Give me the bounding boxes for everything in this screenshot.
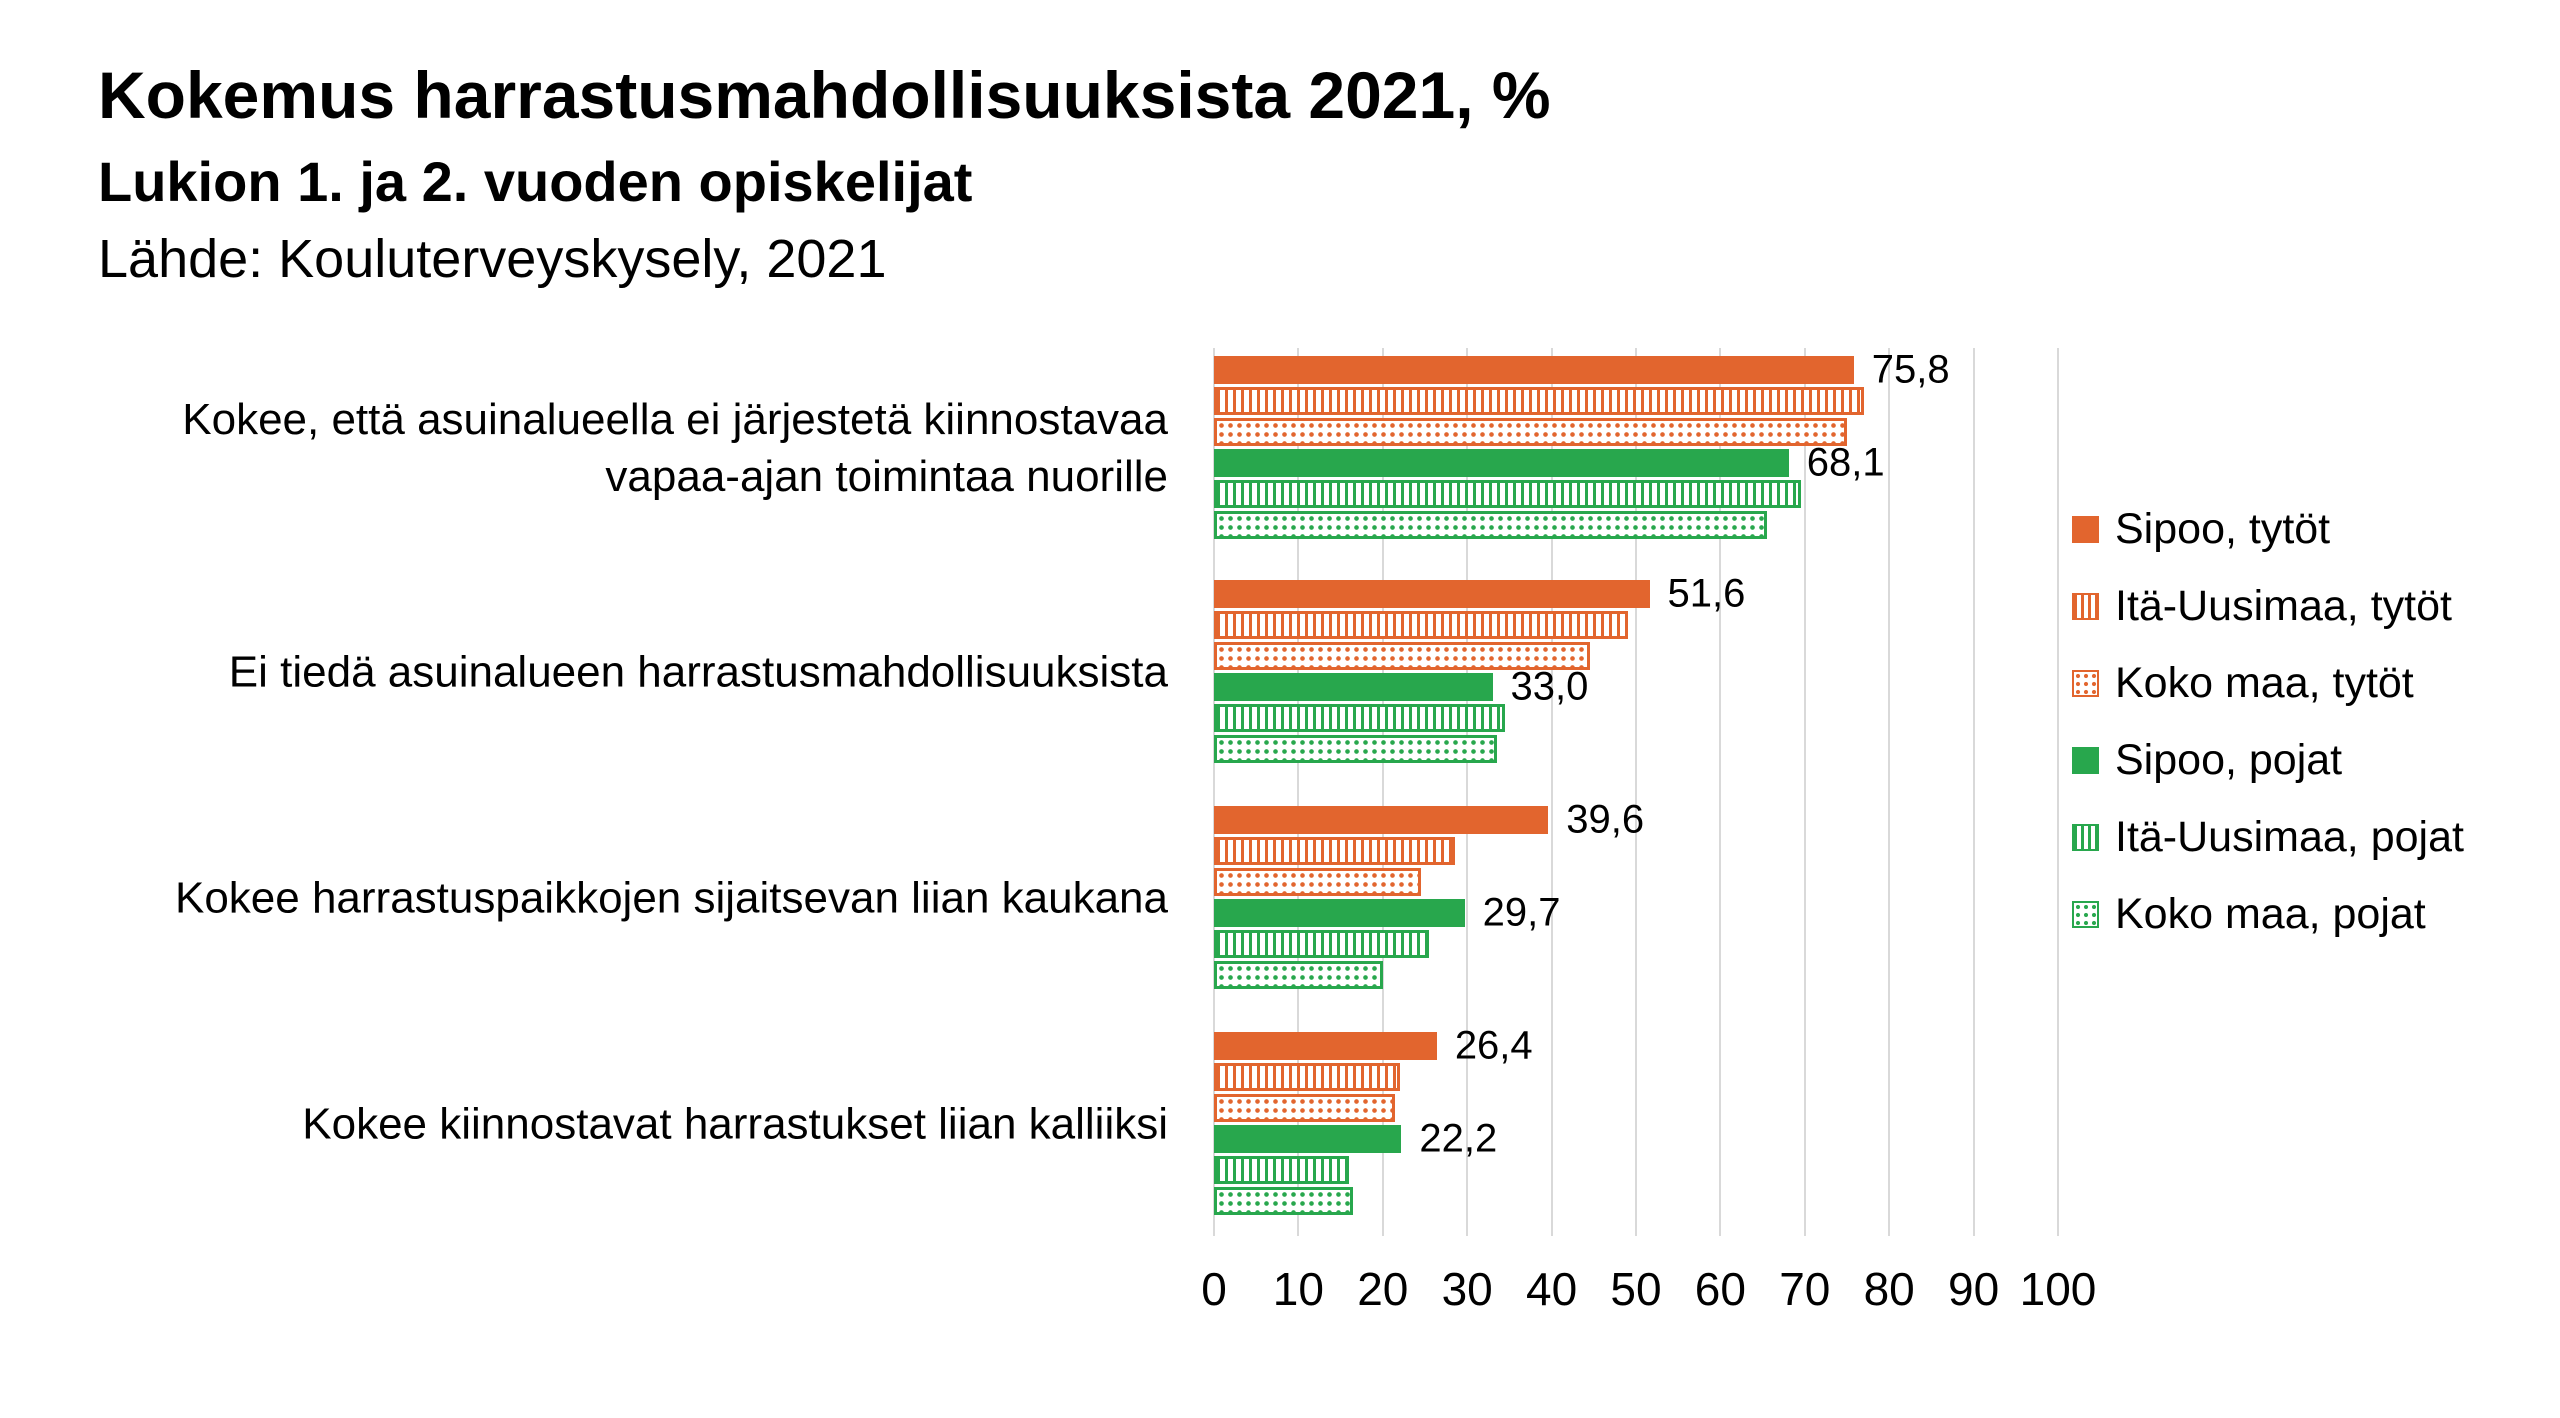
- legend-item: Sipoo, pojat: [2072, 736, 2464, 785]
- legend-label: Sipoo, tytöt: [2115, 505, 2331, 553]
- chart-source: Lähde: Kouluterveyskysely, 2021: [98, 229, 887, 290]
- data-label: 29,7: [1482, 890, 1561, 935]
- x-tick-label: 100: [2019, 1263, 2097, 1315]
- x-tick-label: 0: [1201, 1263, 1227, 1315]
- bar-solid: [1214, 356, 1854, 384]
- gridline: [1466, 348, 1469, 1236]
- gridline: [1213, 348, 1215, 1236]
- category-axis: Kokee, että asuinalueella ei järjestetä …: [70, 348, 1168, 1238]
- legend-item: Koko maa, tytöt: [2072, 659, 2464, 708]
- bar-solid: [1214, 1032, 1437, 1060]
- x-tick-label: 20: [1357, 1263, 1409, 1315]
- bar-solid: [1214, 449, 1789, 477]
- bar-striped: [1214, 611, 1628, 639]
- x-tick-label: 80: [1863, 1263, 1915, 1315]
- x-tick-label: 40: [1526, 1263, 1578, 1315]
- gridline: [1297, 348, 1300, 1236]
- bar-solid: [1214, 580, 1650, 608]
- legend-swatch-dotted: [2072, 901, 2099, 928]
- legend-swatch-striped: [2072, 593, 2099, 620]
- bar-dotted: [1214, 418, 1847, 446]
- legend-swatch-solid: [2072, 516, 2099, 543]
- bar-dotted: [1214, 868, 1421, 896]
- x-tick-label: 10: [1272, 1263, 1324, 1315]
- legend-item: Sipoo, tytöt: [2072, 505, 2464, 554]
- legend-label: Itä-Uusimaa, pojat: [2115, 813, 2464, 861]
- bar-solid: [1214, 673, 1493, 701]
- x-tick-label: 90: [1948, 1263, 2000, 1315]
- data-label: 22,2: [1419, 1116, 1498, 1161]
- bar-dotted: [1214, 961, 1383, 989]
- bar-dotted: [1214, 642, 1590, 670]
- bar-striped: [1214, 1063, 1400, 1091]
- bar-solid: [1214, 899, 1465, 927]
- gridline: [1635, 348, 1637, 1236]
- category-label: Kokee harrastuspaikkojen sijaitsevan lii…: [174, 872, 1168, 922]
- bar-dotted: [1214, 735, 1497, 763]
- gridline: [1719, 348, 1722, 1236]
- bar-dotted: [1214, 1187, 1354, 1215]
- legend-swatch-dotted: [2072, 670, 2099, 697]
- data-label: 26,4: [1454, 1023, 1533, 1068]
- legend-label: Koko maa, pojat: [2115, 890, 2426, 938]
- bar-striped: [1214, 930, 1430, 958]
- x-tick-label: 60: [1694, 1263, 1746, 1315]
- bar-solid: [1214, 806, 1549, 834]
- bar-solid: [1214, 1125, 1402, 1153]
- legend-item: Itä-Uusimaa, tytöt: [2072, 582, 2464, 631]
- plot-area: 75,8 68,1 51,6 33,0 39,6 29,7 26,4 22,2: [1213, 347, 2059, 1236]
- bar-striped: [1214, 480, 1801, 508]
- legend-label: Koko maa, tytöt: [2115, 659, 2414, 707]
- bar-striped: [1214, 837, 1455, 865]
- data-label: 68,1: [1806, 440, 1885, 485]
- legend-item: Itä-Uusimaa, pojat: [2072, 813, 2464, 862]
- bar-dotted: [1214, 511, 1767, 539]
- legend-swatch-striped: [2072, 824, 2099, 851]
- category-label: Kokee, että asuinalueella ei järjestetä …: [182, 394, 1168, 501]
- gridline: [1888, 348, 1891, 1236]
- bar-striped: [1214, 387, 1864, 415]
- gridline: [1803, 348, 1806, 1236]
- bar-dotted: [1214, 1094, 1396, 1122]
- chart-subtitle: Lukion 1. ja 2. vuoden opiskelijat: [98, 149, 973, 213]
- gridline: [1381, 348, 1384, 1236]
- legend-label: Sipoo, pojat: [2115, 736, 2343, 784]
- category-label: Kokee kiinnostavat harrastukset liian ka…: [302, 1098, 1168, 1148]
- chart-title: Kokemus harrastusmahdollisuuksista 2021,…: [98, 58, 1551, 132]
- data-label: 33,0: [1510, 664, 1589, 709]
- legend-item: Koko maa, pojat: [2072, 890, 2464, 939]
- gridline: [2057, 348, 2059, 1236]
- x-axis: 0 10 20 30 40 50 60 70 80 90 100: [1201, 1262, 2096, 1322]
- chart-header: Kokemus harrastusmahdollisuuksista 2021,…: [98, 58, 1551, 290]
- bar-striped: [1214, 1156, 1350, 1184]
- gridline: [1550, 348, 1553, 1236]
- data-label: 51,6: [1667, 571, 1746, 616]
- x-tick-label: 70: [1779, 1263, 1831, 1315]
- legend-label: Itä-Uusimaa, tytöt: [2115, 582, 2452, 630]
- legend-swatch-solid: [2072, 747, 2099, 774]
- data-label: 75,8: [1871, 347, 1950, 392]
- bar-striped: [1214, 704, 1506, 732]
- category-label: Ei tiedä asuinalueen harrastusmahdollisu…: [228, 646, 1168, 696]
- x-tick-label: 50: [1610, 1263, 1662, 1315]
- gridline: [1972, 348, 1975, 1236]
- x-tick-label: 30: [1441, 1263, 1493, 1315]
- data-label: 39,6: [1566, 797, 1645, 842]
- legend: Sipoo, tytöt Itä-Uusimaa, tytöt Koko maa, …: [2072, 505, 2464, 939]
